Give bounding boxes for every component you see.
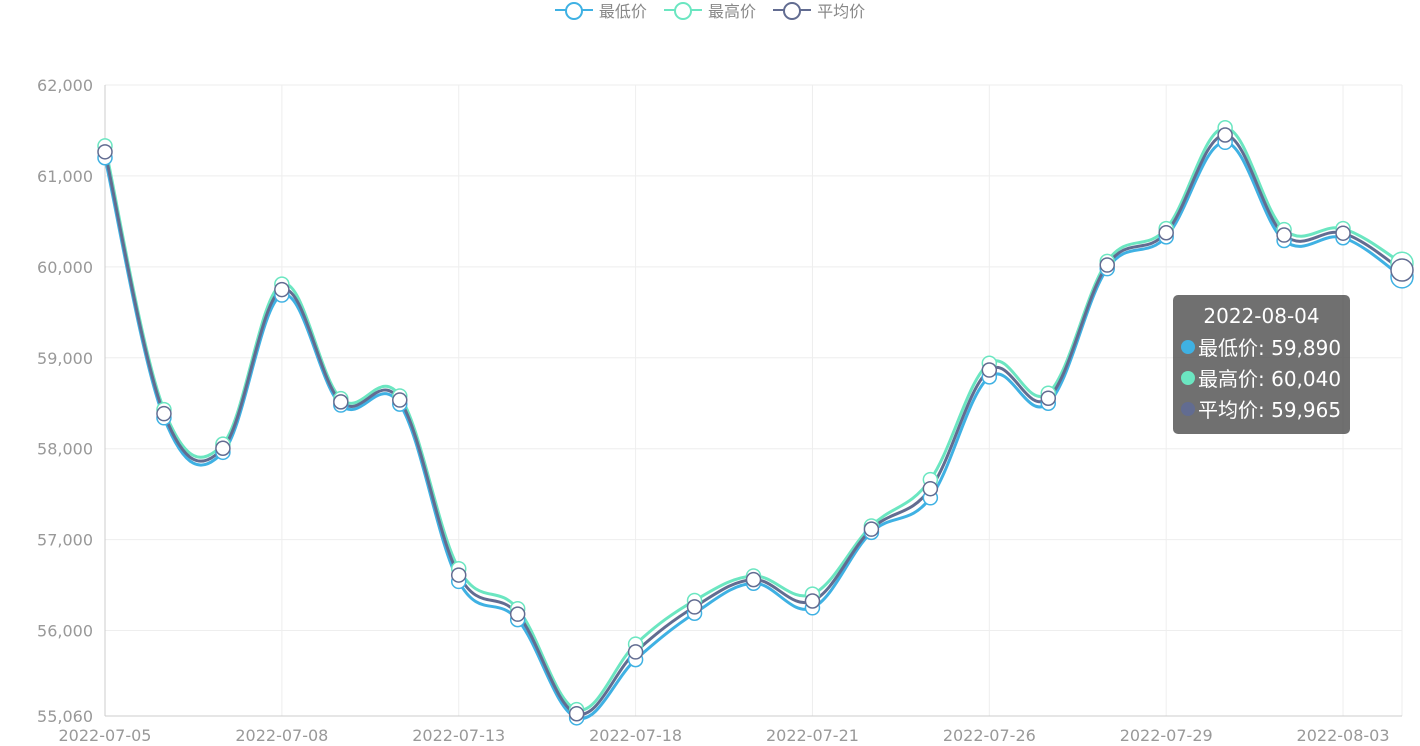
legend-item-max[interactable]: 最高价 [663,0,756,22]
y-tick-label: 59,000 [37,349,93,368]
x-tick-label: 2022-08-03 [1297,726,1390,745]
x-tick-label: 2022-07-26 [943,726,1036,745]
data-point [568,705,585,722]
data-point [215,440,231,456]
tooltip-value-max: 最高价: 60,040 [1198,367,1342,391]
x-tick-label: 2022-07-13 [412,726,505,745]
data-point [450,567,467,583]
data-point [1158,224,1174,241]
legend-marker-max [663,0,702,21]
data-point [981,362,998,378]
y-tick-label: 56,000 [37,622,93,641]
y-tick-label: 60,000 [37,258,93,277]
legend-label-max: 最高价 [707,2,756,21]
legend-marker-min [554,0,593,21]
data-point [686,599,703,615]
x-tick-label: 2022-07-05 [59,726,152,745]
tooltip-row-min: 最低价: 59,890 [1173,331,1350,362]
x-tick-label: 2022-07-29 [1120,726,1213,745]
tooltip-row-max: 最高价: 60,040 [1173,362,1350,393]
data-point [863,521,880,537]
tooltip-value-avg: 平均价: 59,965 [1198,398,1342,422]
tooltip-value-min: 最低价: 59,890 [1198,336,1342,360]
legend-item-avg[interactable]: 平均价 [773,0,865,22]
y-tick-label: 62,000 [37,76,93,95]
y-tick-label: 55,060 [37,707,93,726]
legend-label-min: 最低价 [598,2,647,21]
data-point [1217,127,1233,143]
data-point [922,480,939,497]
data-point [745,571,762,588]
data-point [392,392,408,408]
data-point [804,593,821,609]
chart-legend: 最低价 最高价 平均价 [0,0,1420,25]
tooltip-title: 2022-08-04 [1203,304,1320,328]
x-tick-label: 2022-07-08 [235,726,328,745]
data-point [97,144,113,160]
data-point [1099,257,1115,273]
data-point [509,606,526,622]
data-point [1390,258,1414,282]
chart-tooltip: 2022-08-04 最低价: 59,890 最高价: 60,040 平均价: … [1173,295,1350,434]
legend-label-avg: 平均价 [817,2,866,21]
tooltip-dot-min [1181,339,1195,354]
legend-marker-avg [773,0,812,21]
y-tick-label: 58,000 [37,440,93,459]
data-point [274,281,290,298]
tooltip-dot-max [1181,370,1195,385]
data-point [1040,390,1057,406]
data-point [627,644,644,660]
x-tick-label: 2022-07-18 [589,726,682,745]
data-point [333,394,349,410]
data-point [1335,225,1351,241]
y-tick-label: 61,000 [37,167,93,186]
data-point [156,405,172,422]
data-point [1276,227,1292,243]
tooltip-dot-avg [1181,401,1195,416]
y-tick-label: 57,000 [37,531,93,550]
x-tick-label: 2022-07-21 [766,726,859,745]
tooltip-row-avg: 平均价: 59,965 [1173,393,1350,424]
legend-item-min[interactable]: 最低价 [554,0,647,22]
